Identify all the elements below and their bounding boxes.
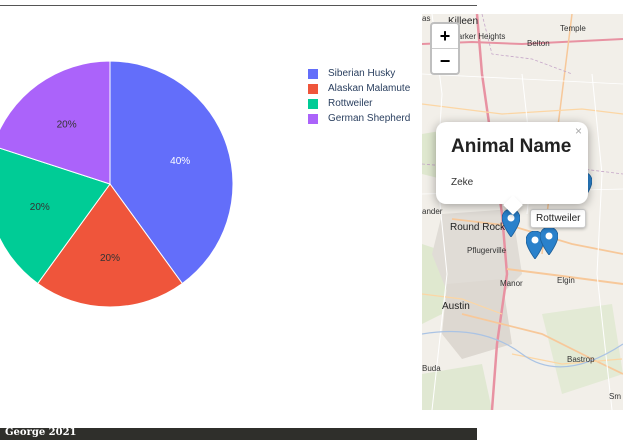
map-label-bastrop: Bastrop — [567, 355, 595, 364]
zoom-out-button[interactable]: − — [432, 48, 458, 73]
legend-swatch — [308, 113, 318, 124]
footer-credit: George 2021 — [5, 427, 77, 438]
map-label-harker-heights: Harker Heights — [452, 32, 506, 41]
map-marker-pin[interactable] — [502, 209, 520, 237]
pie-slice-label: 20% — [57, 119, 77, 130]
popup-close-button[interactable]: × — [574, 124, 582, 138]
legend-label: Rottweiler — [328, 98, 373, 109]
legend-item-alaskan-malamute[interactable]: Alaskan Malamute — [308, 81, 410, 96]
marker-tooltip: Rottweiler — [530, 209, 587, 228]
map-marker-pin[interactable] — [526, 231, 544, 259]
pie-slice-alaskan-malamute[interactable] — [37, 183, 183, 308]
map-view[interactable]: as Killeen Harker Heights Belton Temple … — [422, 14, 623, 410]
legend-label: Siberian Husky — [328, 68, 396, 79]
popup-body: Zeke — [451, 177, 474, 188]
map-marker-pin[interactable] — [540, 227, 558, 255]
marker-popup: × Animal Name Zeke — [436, 122, 588, 215]
legend-swatch — [308, 68, 318, 79]
footer-bar: George 2021 — [0, 427, 477, 440]
map-label-belton: Belton — [527, 39, 550, 48]
legend-label: Alaskan Malamute — [328, 83, 411, 94]
legend-swatch — [308, 83, 318, 94]
pie-slice-label: 20% — [30, 202, 50, 213]
pie-slice-label: 40% — [170, 156, 190, 167]
popup-title: Animal Name — [451, 136, 572, 157]
legend-item-german-shepherd[interactable]: German Shepherd — [308, 111, 410, 126]
legend-swatch — [308, 98, 318, 109]
map-label-manor: Manor — [500, 279, 523, 288]
map-label-buda: Buda — [422, 364, 441, 373]
zoom-in-button[interactable]: + — [439, 26, 451, 46]
pie-slice-siberian-husky[interactable] — [109, 60, 234, 285]
map-label-killeen: Killeen — [448, 16, 479, 27]
map-label-lampasas: as — [422, 14, 431, 23]
map-label-round-rock: Round Rock — [450, 222, 506, 233]
map-label-smithville: Sm — [609, 392, 621, 401]
legend-item-siberian-husky[interactable]: Siberian Husky — [308, 66, 410, 81]
map-label-elgin: Elgin — [557, 276, 575, 285]
map-label-pflugerville: Pflugerville — [467, 246, 507, 255]
legend-item-rottweiler[interactable]: Rottweiler — [308, 96, 410, 111]
pie-slice-label: 20% — [100, 253, 120, 264]
zoom-control: + − — [430, 22, 460, 75]
map-label-austin: Austin — [442, 301, 470, 312]
pie-chart: 40% 20% 20% 20% — [0, 60, 240, 310]
map-label-temple: Temple — [560, 24, 586, 33]
pie-slice-rottweiler[interactable] — [0, 146, 111, 285]
top-divider — [0, 5, 477, 6]
legend-label: German Shepherd — [328, 113, 411, 124]
map-label-leander: ander — [422, 207, 443, 216]
chart-legend: Siberian Husky Alaskan Malamute Rottweil… — [308, 66, 410, 126]
pie-chart-svg: 40% 20% 20% 20% — [0, 60, 234, 308]
pie-slice-german-shepherd[interactable] — [0, 60, 111, 185]
